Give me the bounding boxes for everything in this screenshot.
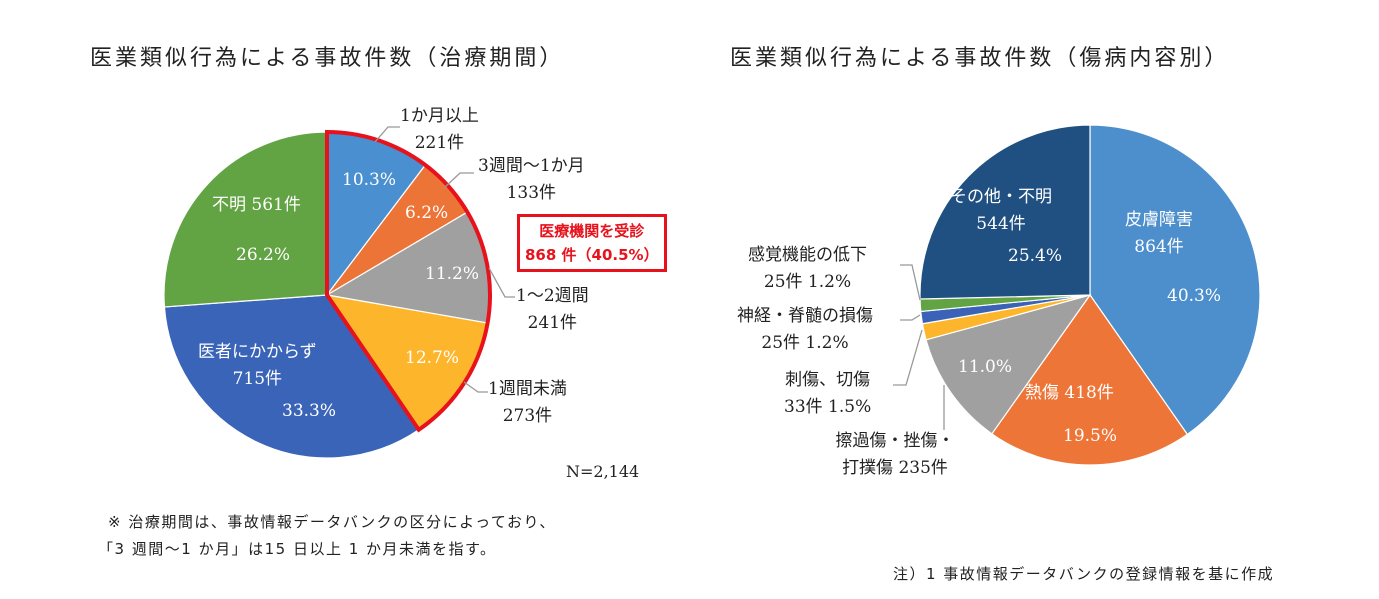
pie-slice [163,294,420,459]
pct-unknown: 26.2% [236,245,291,265]
pct-no-doctor: 33.3% [282,401,337,421]
label-no-doctor: 医者にかからず 715件 [198,342,317,389]
pie-injury-type [919,124,1261,466]
chart-title-right: 医業類似行為による事故件数（傷病内容別） [730,46,1230,71]
label-burn: 熱傷 418件 [1025,383,1114,403]
label-sensory: 感覚機能の低下 25件 1.2% [748,245,867,292]
label-abrasion: 擦過傷・挫傷・ 打撲傷 235件 [835,431,955,478]
pie-slice [925,293,1092,435]
highlight-box: 医療機関を受診 868 件（40.5%） [517,214,667,272]
pct-1month-plus: 10.3% [342,170,397,190]
pie-slice [919,124,1091,300]
pct-skin: 40.3% [1167,286,1222,306]
pct-1-2weeks: 11.2% [425,264,480,284]
label-nerve: 神経・脊髄の損傷 25件 1.2% [737,306,873,353]
label-3weeks-1month: 3週間〜1か月 133件 [478,156,585,203]
label-other: その他・不明 544件 [950,187,1052,234]
pie-slice [991,293,1189,466]
pct-under-1week: 12.7% [405,348,460,368]
label-1month-plus: 1か月以上 221件 [400,106,479,153]
highlight-outline [325,129,492,433]
label-unknown: 不明 561件 [212,195,301,215]
pct-abrasion: 11.0% [958,357,1013,377]
chart-title-left: 医業類似行為による事故件数（治療期間） [90,46,565,71]
pct-other: 25.4% [1008,246,1063,266]
total-label: N=2,144 [566,462,640,481]
footnote-left-2: 「3 週間〜1 か月」は15 日以上 1 か月未満を指す。 [98,540,497,558]
label-1-2weeks: 1〜2週間 241件 [516,286,589,333]
pie-treatment-period [163,129,492,459]
leader-lines [374,126,945,430]
pie-slice [163,131,328,308]
footnote-right: 注）1 事故情報データバンクの登録情報を基に作成 [893,565,1275,583]
pie-slice [1089,124,1261,436]
label-cut: 刺傷、切傷 33件 1.5% [784,370,872,417]
footnote-left-1: ※ 治療期間は、事故情報データバンクの区分によっており、 [108,513,556,531]
label-under-1week: 1週間未満 273件 [488,379,567,426]
label-skin: 皮膚障害 864件 [1125,210,1193,257]
pct-3weeks-1month: 6.2% [405,203,449,223]
pct-burn: 19.5% [1063,426,1118,446]
